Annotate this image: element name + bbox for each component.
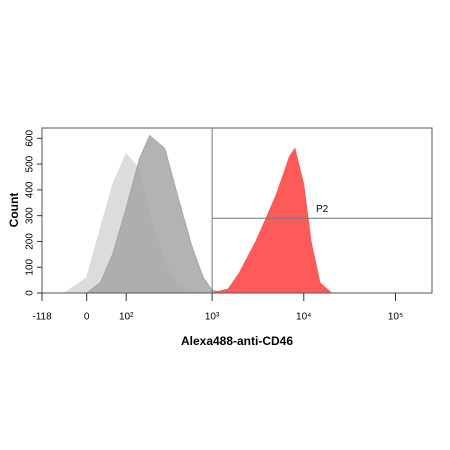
- plot-area: P2 -118 0 10² 10³ 10⁴ 10⁵ 0 100 200 300 400 500 600: [25, 127, 433, 323]
- y-tick-label: 300: [25, 207, 36, 224]
- x-tick-label: 10⁵: [388, 312, 403, 323]
- x-tick-label: 10³: [205, 312, 220, 323]
- x-tick-label: 10⁴: [296, 312, 311, 323]
- y-tick-label: 100: [25, 258, 36, 275]
- y-tick-label: 600: [25, 130, 36, 147]
- y-axis-title: Count: [7, 193, 21, 228]
- gate-label: P2: [316, 204, 329, 215]
- y-tick-label: 0: [25, 290, 36, 296]
- x-tick-label: 10²: [119, 312, 134, 323]
- plot-frame: [41, 127, 433, 294]
- y-tick-label: 200: [25, 233, 36, 250]
- y-tick-label: 400: [25, 181, 36, 198]
- x-tick-label: 0: [84, 312, 90, 323]
- x-axis-title: Alexa488-anti-CD46: [181, 334, 293, 348]
- x-tick-label: -118: [32, 312, 52, 323]
- y-tick-label: 500: [25, 155, 36, 172]
